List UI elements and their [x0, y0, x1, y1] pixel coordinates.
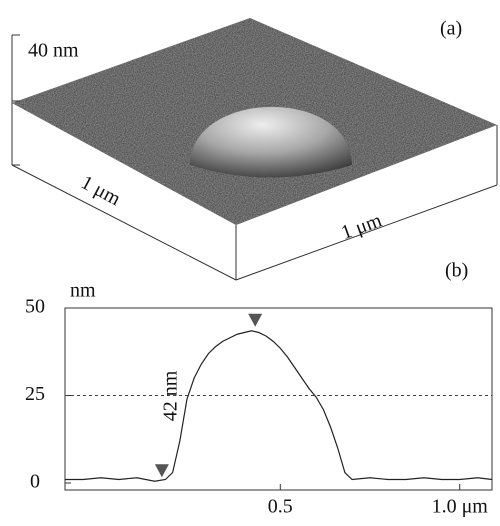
x-tick-label: 1.0 μm — [432, 496, 489, 518]
y-tick-label: 25 — [25, 383, 45, 405]
x-tick-label: 0.5 — [268, 496, 293, 518]
plot-frame — [65, 308, 492, 490]
y-axis-label: nm — [70, 280, 96, 302]
z-scale: 40 nm — [28, 40, 79, 62]
left-scale: 1 μm — [77, 171, 124, 210]
marker-triangle — [248, 314, 262, 327]
figure: 40 nm (a) 1 μm 1 μm (b) nm 0 25 50 0.5 1.0 μ… — [0, 0, 500, 521]
y-tick-label: 0 — [30, 471, 40, 493]
right-scale: 1 μm — [338, 209, 385, 244]
panel-label: (a) — [440, 18, 462, 40]
annotation: 42 nm — [159, 370, 181, 421]
panel-label: (b) — [445, 260, 468, 282]
profile-line — [65, 331, 492, 482]
y-tick-label: 50 — [25, 296, 45, 318]
surface-3d: 40 nm (a) 1 μm 1 μm — [12, 18, 497, 280]
marker-triangle — [155, 464, 169, 477]
